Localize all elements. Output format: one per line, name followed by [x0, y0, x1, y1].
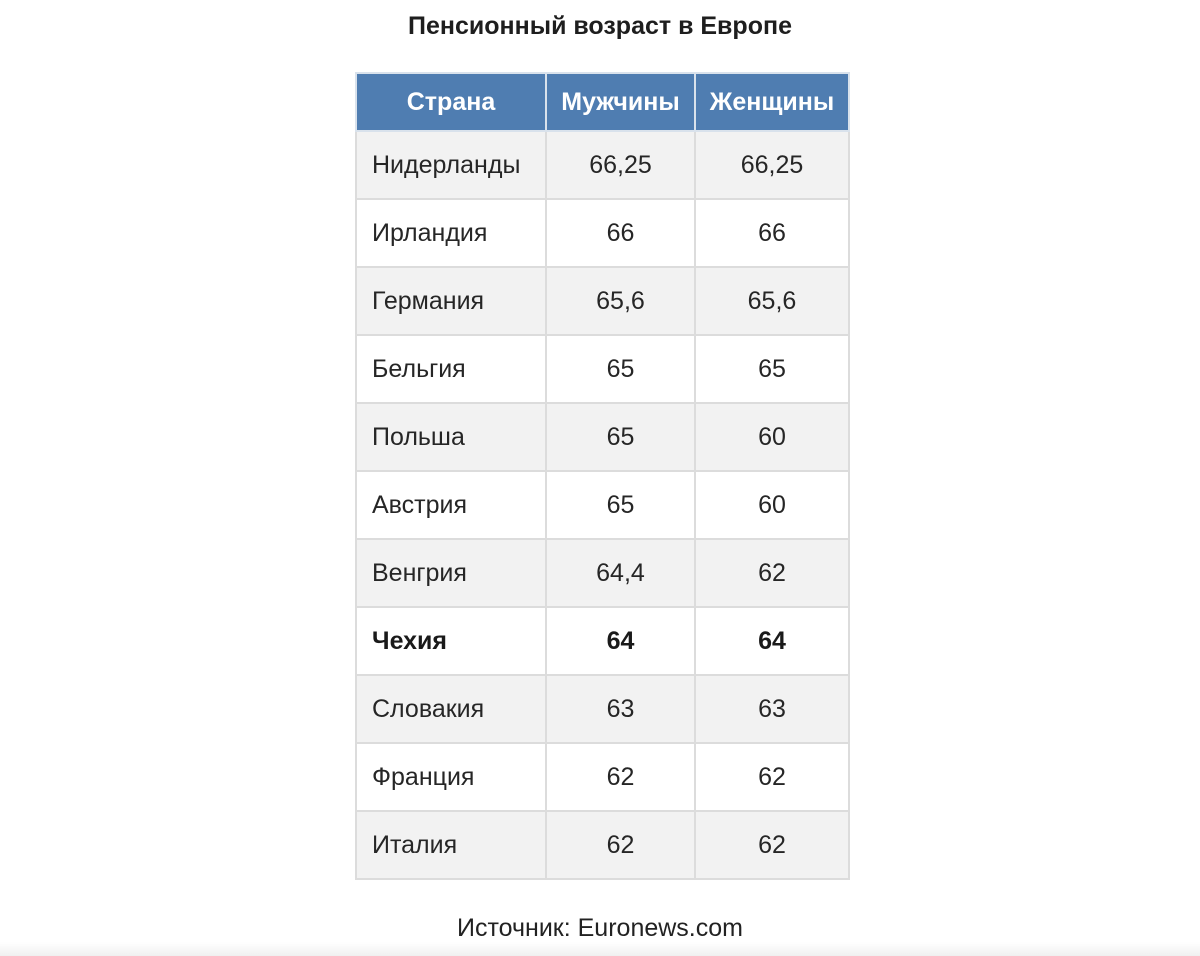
women-age-cell: 60	[694, 402, 850, 472]
women-age-cell: 65,6	[694, 266, 850, 336]
women-age-cell: 60	[694, 470, 850, 540]
table-row: Австрия 65 60	[355, 470, 850, 540]
men-age-cell: 66,25	[545, 130, 696, 200]
men-age-cell: 64	[545, 606, 696, 676]
table-header-row: Страна Мужчины Женщины	[355, 72, 850, 132]
country-cell: Венгрия	[355, 538, 547, 608]
men-age-cell: 65,6	[545, 266, 696, 336]
men-age-cell: 64,4	[545, 538, 696, 608]
women-age-cell: 66	[694, 198, 850, 268]
country-cell: Словакия	[355, 674, 547, 744]
table-row: Нидерланды 66,25 66,25	[355, 130, 850, 200]
men-age-cell: 66	[545, 198, 696, 268]
men-age-cell: 65	[545, 402, 696, 472]
country-cell: Германия	[355, 266, 547, 336]
country-cell: Нидерланды	[355, 130, 547, 200]
column-header-men: Мужчины	[545, 72, 696, 132]
women-age-cell: 62	[694, 538, 850, 608]
country-cell: Австрия	[355, 470, 547, 540]
country-cell: Италия	[355, 810, 547, 880]
table-body: Нидерланды 66,25 66,25 Ирландия 66 66 Германия…	[355, 130, 850, 880]
bottom-shadow	[0, 942, 1200, 956]
table-row: Италия 62 62	[355, 810, 850, 880]
men-age-cell: 62	[545, 810, 696, 880]
page-title: Пенсионный возраст в Европе	[408, 12, 792, 40]
table-row: Франция 62 62	[355, 742, 850, 812]
table-row: Бельгия 65 65	[355, 334, 850, 404]
country-cell: Франция	[355, 742, 547, 812]
column-header-women: Женщины	[694, 72, 850, 132]
table-row: Польша 65 60	[355, 402, 850, 472]
table-row: Ирландия 66 66	[355, 198, 850, 268]
table-row: Венгрия 64,4 62	[355, 538, 850, 608]
men-age-cell: 63	[545, 674, 696, 744]
women-age-cell: 66,25	[694, 130, 850, 200]
table-row: Словакия 63 63	[355, 674, 850, 744]
women-age-cell: 62	[694, 810, 850, 880]
country-cell: Чехия	[355, 606, 547, 676]
country-cell: Ирландия	[355, 198, 547, 268]
source-note: Источник: Euronews.com	[457, 914, 743, 942]
country-cell: Польша	[355, 402, 547, 472]
country-cell: Бельгия	[355, 334, 547, 404]
women-age-cell: 62	[694, 742, 850, 812]
men-age-cell: 62	[545, 742, 696, 812]
men-age-cell: 65	[545, 470, 696, 540]
column-header-country: Страна	[355, 72, 547, 132]
table-row: Германия 65,6 65,6	[355, 266, 850, 336]
pension-age-table: Страна Мужчины Женщины Нидерланды 66,25 66…	[355, 72, 850, 880]
women-age-cell: 64	[694, 606, 850, 676]
women-age-cell: 65	[694, 334, 850, 404]
men-age-cell: 65	[545, 334, 696, 404]
table-row: Чехия 64 64	[355, 606, 850, 676]
women-age-cell: 63	[694, 674, 850, 744]
